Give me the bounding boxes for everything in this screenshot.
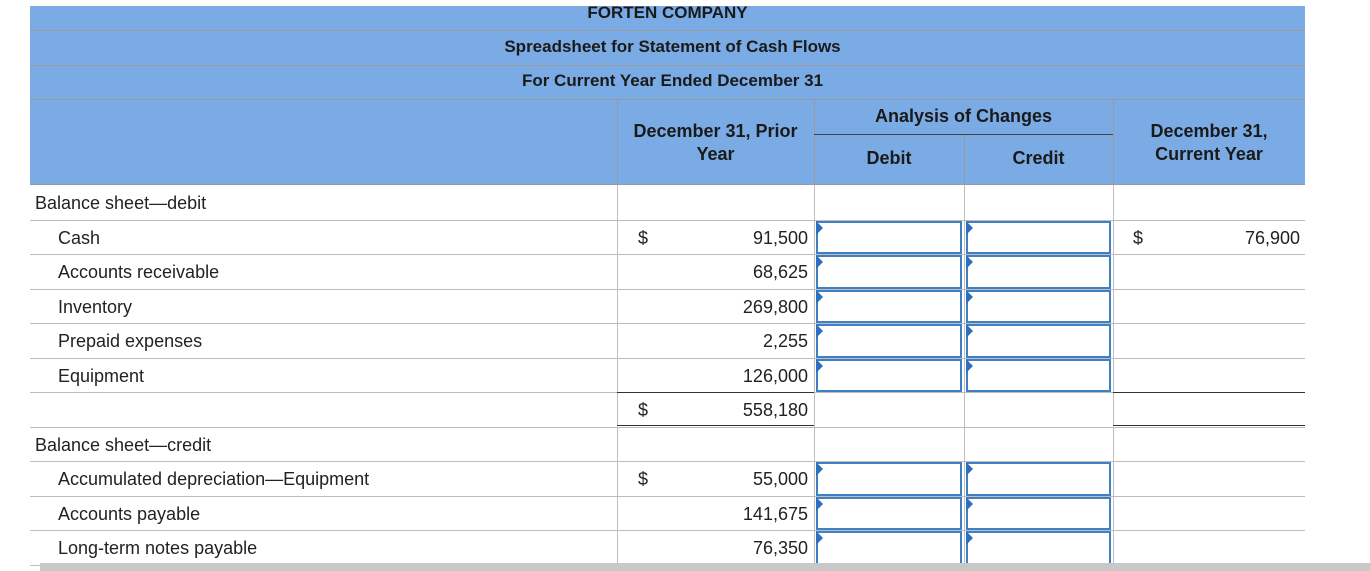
- input-marker: [966, 358, 973, 373]
- prior-value: 126,000: [742, 365, 808, 386]
- input-marker: [816, 531, 823, 545]
- col-line: [617, 185, 618, 565]
- input-marker: [966, 496, 973, 511]
- header-band: [30, 66, 1305, 100]
- currency: $: [638, 227, 649, 248]
- row-label: Accounts receivable: [58, 262, 220, 282]
- input-cell[interactable]: [816, 324, 962, 358]
- subtitle: For Current Year Ended December 31: [521, 71, 824, 90]
- input-marker: [816, 289, 823, 304]
- current-value: 76,900: [1244, 227, 1300, 248]
- section-title: Balance sheet—credit: [35, 434, 212, 455]
- total-value: 558,180: [742, 400, 808, 420]
- input-marker: [966, 324, 973, 338]
- row-label: Accounts payable: [58, 503, 201, 524]
- col-debit: Debit: [866, 148, 912, 168]
- currency: $: [638, 469, 649, 489]
- row-label: Accumulated depreciation—Equipment: [58, 469, 370, 489]
- input-cell[interactable]: [816, 220, 962, 254]
- row-label: Equipment: [58, 365, 145, 386]
- col-line: [814, 100, 815, 185]
- currency: $: [1133, 227, 1144, 248]
- col-line: [964, 134, 965, 185]
- header-band: [30, 31, 1305, 66]
- col-analysis: Analysis of Changes: [874, 106, 1053, 126]
- prior-value: 141,675: [742, 503, 808, 524]
- header-band: [30, 100, 1305, 185]
- row-label: Cash: [58, 227, 101, 248]
- input-marker: [966, 289, 973, 304]
- row-line: [30, 426, 1305, 428]
- col-line: [1113, 185, 1114, 565]
- prior-value: 2,255: [762, 331, 808, 351]
- input-cell[interactable]: [966, 289, 1111, 323]
- input-cell[interactable]: [966, 255, 1111, 289]
- prior-value: 55,000: [752, 469, 808, 489]
- input-cell[interactable]: [816, 358, 962, 392]
- input-marker: [816, 220, 823, 235]
- prior-value: 68,625: [752, 262, 808, 282]
- input-cell[interactable]: [966, 324, 1111, 358]
- input-cell[interactable]: [816, 462, 962, 496]
- input-marker: [816, 358, 823, 373]
- input-marker: [966, 255, 973, 269]
- input-marker: [816, 496, 823, 511]
- section-title: Balance sheet—debit: [35, 193, 207, 213]
- prior-value: 76,350: [752, 538, 808, 558]
- row-line: [30, 254, 1305, 255]
- title: Spreadsheet for Statement of Cash Flows: [504, 37, 841, 56]
- col-line: [1113, 100, 1114, 185]
- input-marker: [966, 220, 973, 235]
- input-marker: [816, 324, 823, 338]
- col-line: [814, 185, 815, 565]
- row-label: Long-term notes payable: [58, 538, 258, 558]
- input-marker: [966, 531, 973, 545]
- col-line: [964, 185, 965, 565]
- row-line: [30, 530, 1305, 531]
- col-current: December 31, Current Year: [1150, 121, 1268, 164]
- row-label: Inventory: [58, 296, 133, 317]
- prior-value: 269,800: [742, 296, 808, 317]
- input-marker: [816, 255, 823, 269]
- input-cell[interactable]: [966, 462, 1111, 496]
- input-marker: [816, 462, 823, 476]
- currency: $: [638, 400, 649, 420]
- row-line: [30, 219, 1305, 221]
- row-label: Prepaid expenses: [58, 331, 203, 351]
- row-line: [30, 461, 1305, 462]
- input-cell[interactable]: [966, 496, 1111, 530]
- scrollbar[interactable]: [40, 563, 1370, 571]
- input-cell[interactable]: [816, 531, 962, 565]
- input-cell[interactable]: [966, 220, 1111, 254]
- input-cell[interactable]: [816, 255, 962, 289]
- prior-value: 91,500: [752, 227, 808, 248]
- input-cell[interactable]: [816, 496, 962, 530]
- total-border: [617, 392, 814, 393]
- row-line: [30, 495, 1305, 497]
- input-cell[interactable]: [966, 358, 1111, 392]
- input-cell[interactable]: [816, 289, 962, 323]
- col-credit: Credit: [1012, 148, 1065, 168]
- col-prior: December 31, Prior Year: [633, 121, 798, 164]
- input-marker: [966, 462, 973, 476]
- row-line: [30, 288, 1305, 290]
- input-cell[interactable]: [966, 531, 1111, 565]
- row-line: [30, 323, 1305, 324]
- company: FORTEN COMPANY: [587, 3, 748, 22]
- row-line: [30, 357, 1305, 359]
- col-line: [814, 134, 1113, 135]
- col-line: [617, 100, 618, 185]
- header-band: [30, 6, 1305, 31]
- total-border: [1113, 392, 1305, 393]
